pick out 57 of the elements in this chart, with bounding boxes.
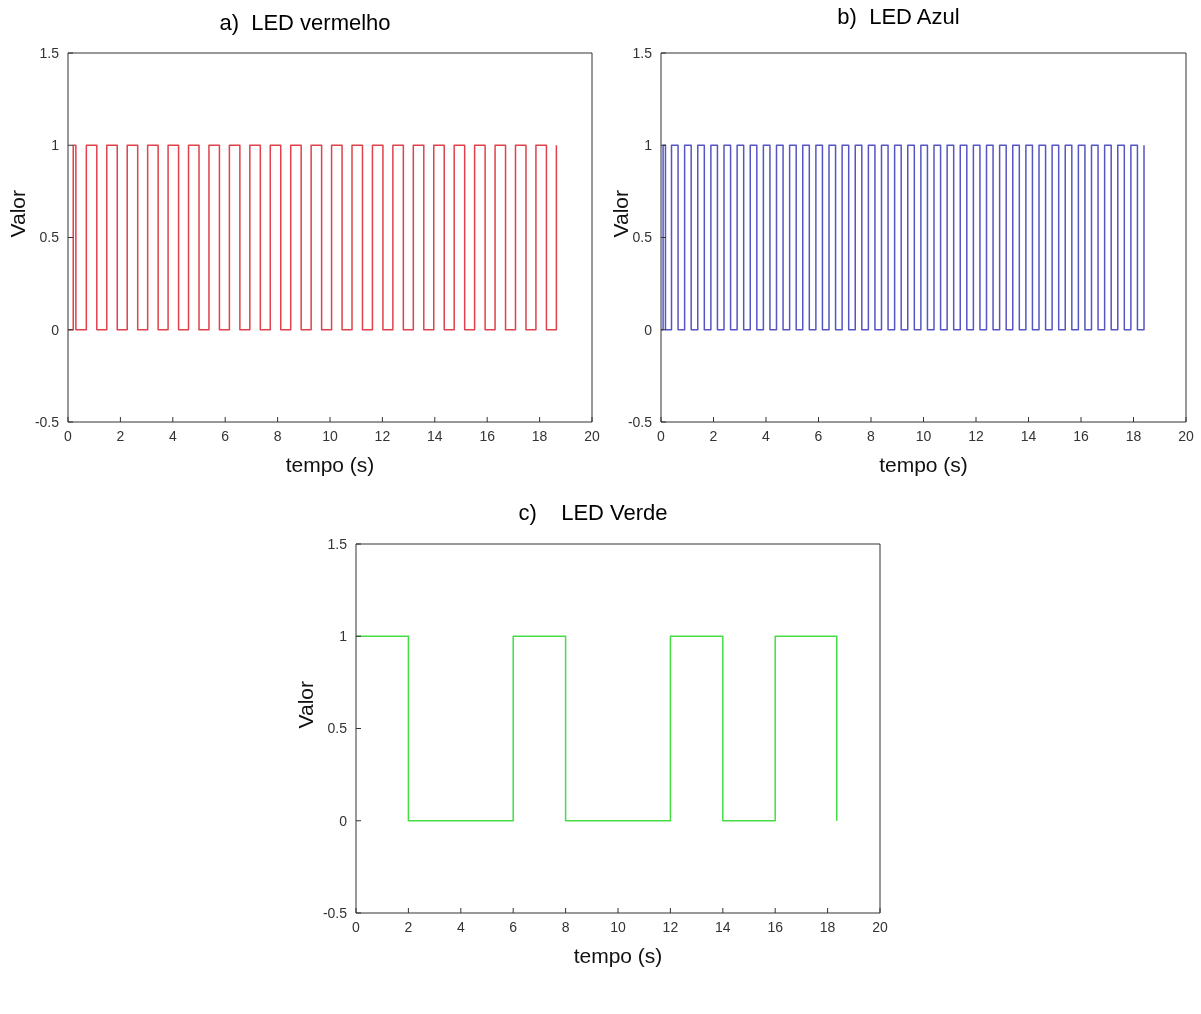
x-tick-label: 4 — [456, 918, 465, 935]
y-tick-label: 0.5 — [327, 720, 348, 737]
x-tick-label: 20 — [584, 427, 600, 444]
x-tick-label: 8 — [867, 427, 876, 444]
x-tick-label: 2 — [404, 918, 413, 935]
x-tick-label: 8 — [561, 918, 570, 935]
y-tick-label: 1.5 — [327, 535, 348, 552]
x-tick-label: 12 — [374, 427, 391, 444]
y-tick-label: 1 — [51, 137, 60, 154]
x-tick-label: 4 — [168, 427, 177, 444]
y-axis-title: Valor — [294, 681, 318, 729]
y-tick-label: 0 — [339, 812, 348, 829]
x-tick-label: 14 — [1020, 427, 1037, 444]
x-tick-label: 12 — [968, 427, 984, 444]
x-tick-label: 18 — [819, 918, 836, 935]
x-tick-label: 16 — [479, 427, 496, 444]
x-tick-label: 14 — [427, 427, 443, 444]
y-tick-label: 0.5 — [39, 229, 60, 246]
y-axis-title: Valor — [609, 190, 633, 238]
x-tick-label: 16 — [767, 918, 784, 935]
x-tick-label: 6 — [221, 427, 230, 444]
x-tick-label: 16 — [1073, 427, 1089, 444]
y-tick-label: 1.5 — [39, 44, 60, 61]
x-tick-label: 18 — [531, 427, 548, 444]
x-axis-title: tempo (s) — [573, 944, 663, 967]
x-tick-label: 0 — [657, 427, 666, 444]
x-tick-label: 10 — [915, 427, 932, 444]
x-tick-label: 0 — [352, 918, 361, 935]
x-axis-title: tempo (s) — [879, 453, 968, 476]
y-tick-label: 1 — [339, 628, 348, 645]
x-tick-label: 6 — [509, 918, 518, 935]
y-tick-label: 1 — [644, 137, 653, 154]
chart-title: c) LED Verde — [517, 500, 669, 526]
x-tick-label: 2 — [116, 427, 125, 444]
y-tick-label: 0.5 — [632, 229, 653, 246]
x-tick-label: 12 — [662, 918, 679, 935]
chart-title: a) LED vermelho — [218, 10, 392, 36]
x-tick-label: 14 — [715, 918, 731, 935]
y-tick-label: -0.5 — [322, 904, 348, 921]
x-tick-label: 18 — [1125, 427, 1142, 444]
x-tick-label: 20 — [872, 918, 888, 935]
y-tick-label: 0 — [644, 321, 653, 338]
y-tick-label: -0.5 — [34, 413, 60, 430]
y-tick-label: 0 — [51, 321, 60, 338]
x-tick-label: 10 — [610, 918, 626, 935]
x-tick-label: 20 — [1178, 427, 1194, 444]
y-axis-title: Valor — [6, 190, 30, 238]
x-tick-label: 4 — [762, 427, 771, 444]
x-axis-title: tempo (s) — [285, 453, 375, 476]
y-tick-label: 1.5 — [632, 44, 653, 61]
chart-title: b) LED Azul — [836, 4, 961, 30]
x-tick-label: 8 — [273, 427, 282, 444]
x-tick-label: 2 — [709, 427, 718, 444]
x-tick-label: 10 — [322, 427, 338, 444]
y-tick-label: -0.5 — [627, 413, 653, 430]
x-tick-label: 6 — [814, 427, 823, 444]
x-tick-label: 0 — [64, 427, 73, 444]
